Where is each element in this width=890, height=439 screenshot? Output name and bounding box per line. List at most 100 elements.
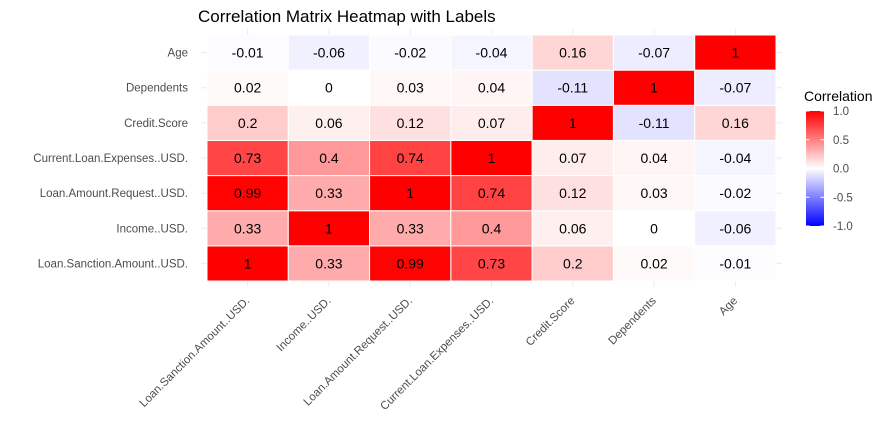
cell-value-label: 0 <box>650 220 658 236</box>
cell-value-label: 0.33 <box>234 220 261 236</box>
heatmap-cell <box>369 34 452 71</box>
y-axis-tick-labels: Loan.Sanction.Amount..USD. Income..USD. Lo… <box>33 48 188 271</box>
y-tick-credit-score: Credit.Score <box>124 118 188 130</box>
color-legend: Correlation 1.0 0.5 0.0 -0.5 -1.0 <box>804 88 872 233</box>
cell-value-label: 0.04 <box>478 80 505 96</box>
heatmap-cell <box>694 104 777 141</box>
x-tick-loan-sanction-amount-usd: Loan.Sanction.Amount..USD. <box>138 295 253 410</box>
chart-title: Correlation Matrix Heatmap with Labels <box>198 7 496 26</box>
cell-value-label: 1 <box>325 220 333 236</box>
x-tick-age: Age <box>717 295 740 318</box>
y-tick-loan-sanction-amount-usd: Loan.Sanction.Amount..USD. <box>38 258 188 270</box>
heatmap-cell <box>694 139 777 177</box>
heatmap-cell <box>287 34 371 71</box>
cell-value-label: 0.4 <box>319 150 339 166</box>
heatmap-cell <box>450 210 533 247</box>
heatmap-cell <box>694 210 777 247</box>
heatmap-cell-labels: 1 0.33 0.99 0.73 0.2 0.02 -0.01 0.33 1 0.33 0.4 0.0… <box>232 45 752 272</box>
cell-value-label: -0.02 <box>719 185 751 201</box>
heatmap-cell <box>287 175 371 212</box>
cell-value-label: 0.02 <box>640 255 667 271</box>
cell-value-label: 0.12 <box>397 115 424 131</box>
cell-value-label: -0.06 <box>719 220 751 236</box>
cell-value-label: -0.06 <box>313 45 345 61</box>
heatmap-cell <box>612 245 696 282</box>
legend-tick-label: 0.0 <box>833 164 849 176</box>
cell-value-label: 0.33 <box>315 255 342 271</box>
cell-value-label: -0.02 <box>394 45 426 61</box>
heatmap-cell <box>531 139 614 177</box>
heatmap-cell <box>612 34 696 71</box>
cell-value-label: 0.02 <box>234 80 261 96</box>
cell-value-label: 0.74 <box>478 185 505 201</box>
cell-value-label: 0.16 <box>722 115 749 131</box>
cell-value-label: -0.04 <box>719 150 751 166</box>
heatmap-cell <box>612 175 696 212</box>
cell-value-label: -0.07 <box>719 80 751 96</box>
legend-tick-label: -0.5 <box>833 192 853 204</box>
cell-value-label: 0.2 <box>238 115 258 131</box>
cell-value-label: 0.03 <box>397 80 424 96</box>
legend-color-bar <box>806 111 824 226</box>
y-tick-current-loan-expenses-usd: Current.Loan.Expenses..USD. <box>33 153 188 165</box>
heatmap-cell <box>369 245 452 282</box>
cell-value-label: 1 <box>406 185 414 201</box>
cell-value-label: 0.06 <box>559 220 586 236</box>
heatmap-cell <box>694 34 777 71</box>
heatmap-cell <box>531 210 614 247</box>
cell-value-label: 0.99 <box>234 185 261 201</box>
cell-value-label: 0.4 <box>482 220 502 236</box>
heatmap-cell <box>369 210 452 247</box>
cell-value-label: -0.04 <box>476 45 508 61</box>
heatmap-cells <box>206 34 777 282</box>
x-tick-credit-score: Credit.Score <box>524 295 578 349</box>
y-tick-loan-amount-request-usd: Loan.Amount.Request..USD. <box>40 188 188 200</box>
legend-title: Correlation <box>804 88 872 104</box>
legend-ticks: 1.0 0.5 0.0 -0.5 -1.0 <box>806 106 853 233</box>
heatmap-cell <box>287 139 371 177</box>
heatmap-cell <box>612 139 696 177</box>
y-tick-dependents: Dependents <box>126 83 188 95</box>
heatmap-cell <box>694 245 777 282</box>
heatmap-cell <box>369 175 452 212</box>
y-tick-age: Age <box>168 48 188 60</box>
cell-value-label: -0.11 <box>557 80 588 96</box>
legend-tick-label: 0.5 <box>833 135 849 147</box>
cell-value-label: 1 <box>569 115 577 131</box>
cell-value-label: 0.07 <box>559 150 586 166</box>
cell-value-label: 0.33 <box>397 220 424 236</box>
x-tick-income-usd: Income..USD. <box>275 295 334 354</box>
heatmap-cell <box>369 139 452 177</box>
cell-value-label: 0.73 <box>234 150 261 166</box>
cell-value-label: 0.99 <box>397 255 424 271</box>
cell-value-label: 1 <box>650 80 658 96</box>
cell-value-label: 1 <box>488 150 496 166</box>
cell-value-label: -0.07 <box>638 45 670 61</box>
cell-value-label: 0.12 <box>559 185 586 201</box>
y-tick-income-usd: Income..USD. <box>116 223 188 235</box>
cell-value-label: 0.33 <box>315 185 342 201</box>
cell-value-label: 0.73 <box>478 255 505 271</box>
heatmap-cell <box>206 175 289 212</box>
heatmap-cell <box>450 139 533 177</box>
x-tick-dependents: Dependents <box>606 295 659 348</box>
cell-value-label: -0.11 <box>639 115 670 131</box>
cell-value-label: 0 <box>325 80 333 96</box>
x-axis-tick-labels: Loan.Sanction.Amount..USD. Income..USD.Lo… <box>138 295 740 413</box>
cell-value-label: 0.74 <box>397 150 424 166</box>
cell-value-label: 0.16 <box>559 45 586 61</box>
cell-value-label: -0.01 <box>232 45 264 61</box>
cell-value-label: 0.07 <box>478 115 505 131</box>
heatmap-cell <box>612 210 696 247</box>
cell-value-label: 1 <box>731 45 739 61</box>
cell-value-label: 0.06 <box>315 115 342 131</box>
heatmap-cell <box>206 104 289 141</box>
heatmap-cell <box>450 104 533 141</box>
cell-value-label: 0.2 <box>563 255 583 271</box>
cell-value-label: 0.04 <box>640 150 667 166</box>
heatmap-cell <box>450 34 533 71</box>
cell-value-label: 1 <box>244 255 252 271</box>
cell-value-label: -0.01 <box>719 255 751 271</box>
heatmap-cell <box>450 175 533 212</box>
